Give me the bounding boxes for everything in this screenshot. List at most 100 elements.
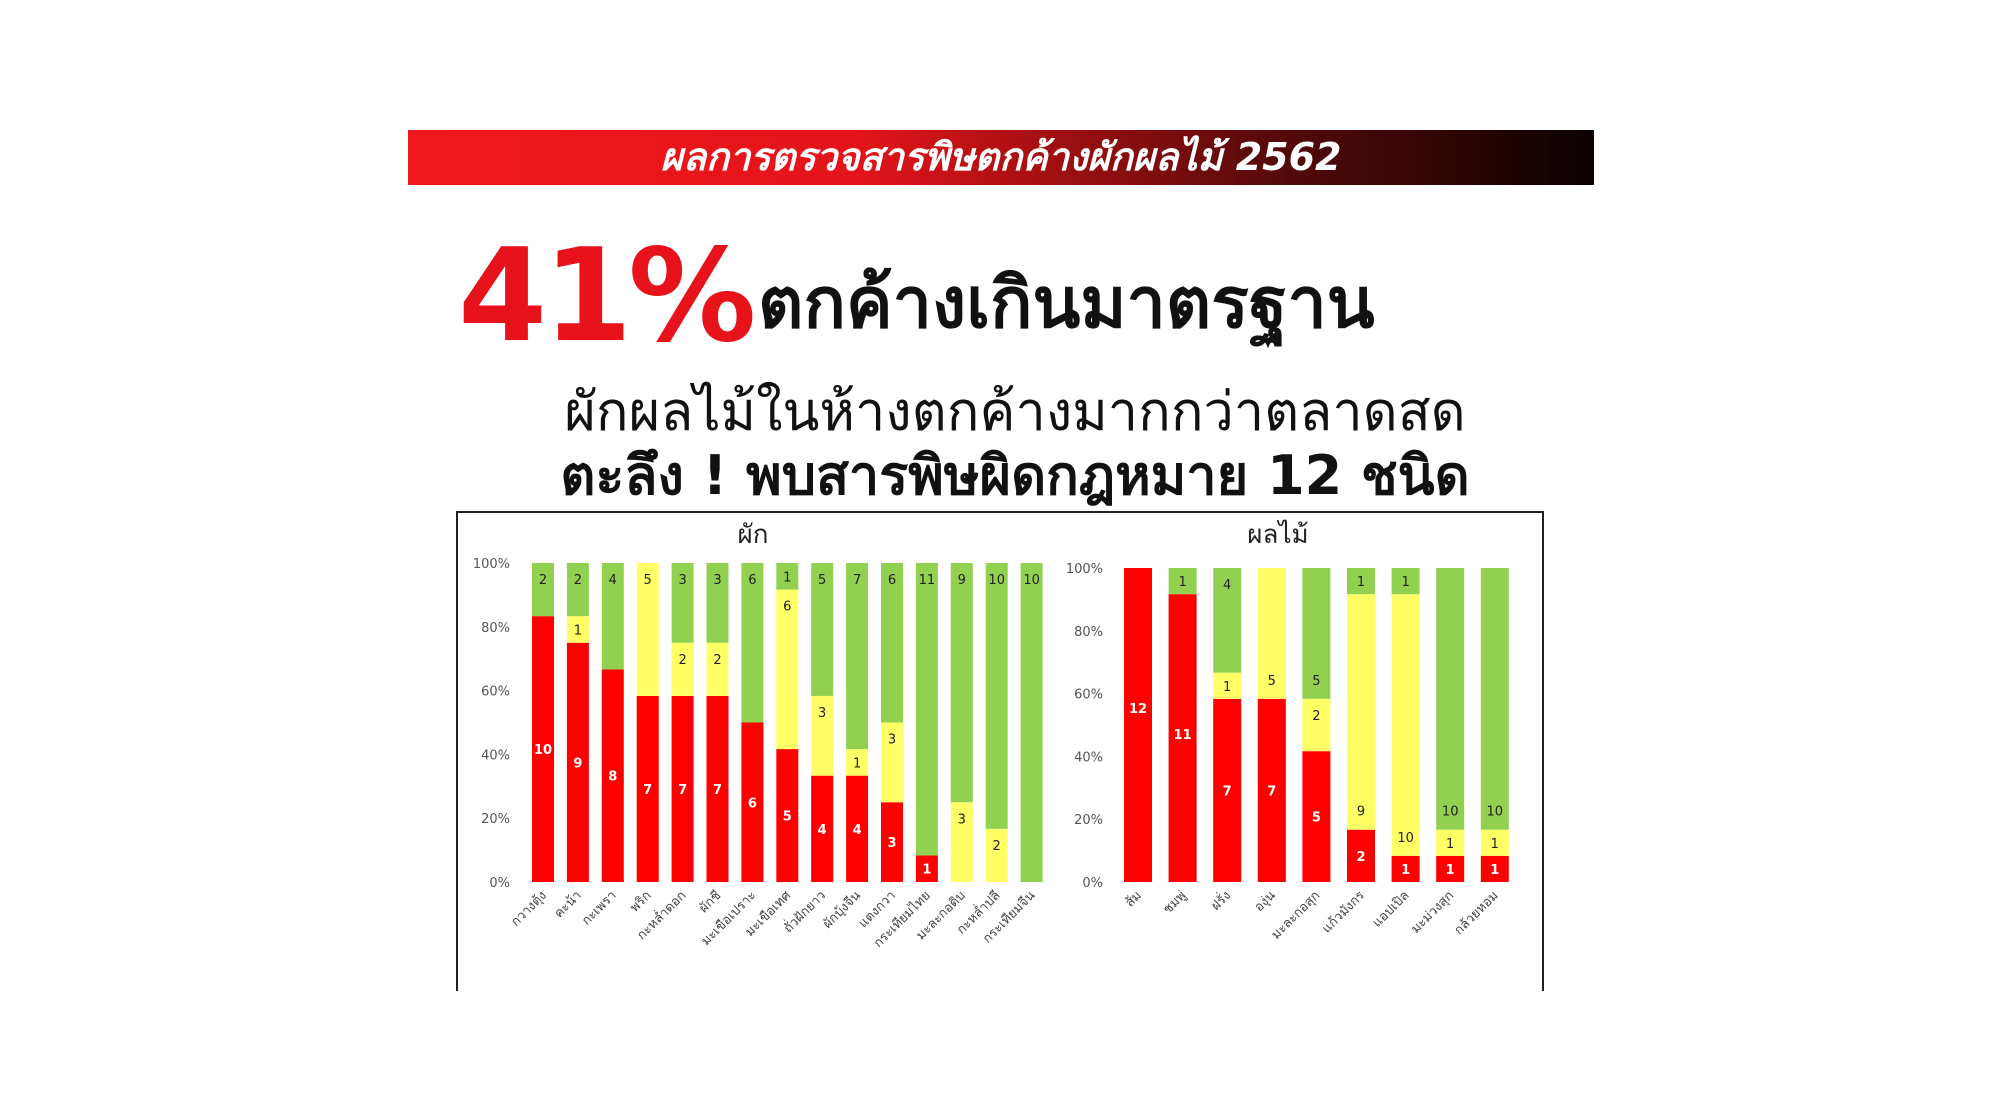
bar-value-label: 10 (1397, 831, 1414, 846)
bar-value-label: 1 (783, 570, 791, 585)
bar-value-label: 3 (678, 573, 686, 588)
bar-value-label: 12 (1129, 702, 1147, 717)
bar-value-label: 3 (958, 812, 966, 827)
bar-value-label: 10 (1023, 573, 1040, 588)
bar-segment-red (671, 695, 694, 882)
bar-segment-red (881, 802, 903, 882)
bar-segment-green (1391, 568, 1420, 595)
y-tick-label: 60% (1074, 688, 1103, 703)
bar-segment-red (1168, 594, 1197, 882)
bar-segment-red (1213, 698, 1242, 882)
bar-value-label: 10 (1442, 805, 1459, 820)
bar-value-label: 2 (574, 573, 582, 588)
bar-segment-yellow (776, 589, 799, 750)
bar-value-label: 9 (1357, 805, 1365, 820)
chart-title: ผัก (738, 520, 769, 550)
y-tick-label: 40% (481, 748, 510, 763)
bar-value-label: 9 (958, 573, 966, 588)
bar-value-label: 3 (818, 706, 826, 721)
bar-segment-green (601, 563, 624, 670)
bar-value-label: 6 (748, 796, 757, 811)
bar-segment-red (846, 775, 869, 882)
bar-segment-yellow (1213, 672, 1242, 699)
bar-value-label: 2 (1312, 709, 1320, 724)
y-tick-label: 20% (1074, 813, 1103, 828)
bar-value-label: 1 (574, 623, 582, 638)
bar-value-label: 9 (573, 756, 582, 771)
bar-segment-green (741, 563, 764, 723)
bar-value-label: 5 (1312, 811, 1321, 826)
category-label: ชมพู่ (1160, 888, 1189, 917)
bar-value-label: 4 (1223, 578, 1231, 593)
y-tick-label: 0% (1082, 876, 1103, 891)
headline: 41% ตกค้างเกินมาตรฐาน (440, 232, 1590, 362)
chart-frame: ผัก 0% 20% 40% 60% 80% 100% 10 2 กวางตุ้ง 9 1 2 คะน้า… (456, 511, 1544, 991)
bar-segment-red (601, 669, 624, 882)
category-label: ฝรั่ง (1207, 887, 1234, 914)
bar-segment-red (1391, 855, 1420, 882)
bar-value-label: 1 (1446, 863, 1455, 878)
bar-segment-yellow (950, 802, 973, 882)
bar-value-label: 7 (1223, 784, 1232, 799)
bar-segment-red (1436, 855, 1465, 882)
y-tick-label: 20% (481, 812, 510, 827)
y-tick-label: 0% (489, 876, 510, 891)
bar-segment-red (915, 855, 938, 882)
bar-segment-green (1302, 568, 1331, 699)
bar-value-label: 5 (818, 573, 826, 588)
bar-segment-green (950, 563, 973, 803)
bar-value-label: 6 (748, 573, 756, 588)
bar-segment-yellow (1480, 829, 1509, 856)
bar-value-label: 7 (853, 573, 861, 588)
headline-text: ตกค้างเกินมาตรฐาน (758, 262, 1375, 344)
y-tick-label: 100% (473, 557, 510, 572)
bar-value-label: 1 (1490, 863, 1499, 878)
bar-value-label: 2 (1356, 850, 1365, 865)
bar-value-label: 2 (539, 573, 547, 588)
subheadline-1: ผักผลไม้ในห้างตกค้างมากกว่าตลาดสด (564, 380, 1466, 443)
bar-segment-green (1480, 568, 1509, 830)
bar-value-label: 6 (888, 573, 896, 588)
y-tick-label: 80% (481, 621, 510, 636)
bar-value-label: 5 (644, 573, 652, 588)
bar-segment-green (915, 563, 938, 856)
bar-value-label: 7 (678, 783, 687, 798)
bar-segment-green (1020, 563, 1043, 882)
subheadline-2: ตะลึง ! พบสารพิษผิดกฎหมาย 12 ชนิด (560, 444, 1470, 507)
bar-segment-yellow (1302, 698, 1331, 752)
category-label: กวางตุ้ง (508, 888, 549, 929)
bar-segment-green (985, 563, 1008, 829)
bar-value-label: 4 (818, 823, 827, 838)
bar-segment-red (776, 749, 799, 882)
bar-segment-red (1480, 855, 1509, 882)
bar-segment-yellow (706, 642, 729, 696)
bar-value-label: 1 (1178, 575, 1186, 590)
bar-segment-green (881, 563, 903, 723)
bar-segment-red (566, 642, 589, 882)
category-label: แก้วมังกร (1320, 888, 1368, 936)
bar-value-label: 4 (853, 823, 862, 838)
bar-value-label: 3 (887, 836, 896, 851)
bar-segment-green (532, 563, 554, 617)
bar-segment-yellow (1257, 568, 1286, 699)
bar-segment-yellow (811, 695, 834, 776)
bar-segment-red (706, 695, 729, 882)
bar-value-label: 8 (608, 770, 617, 785)
bar-value-label: 10 (1487, 805, 1504, 820)
bar-segment-yellow (1347, 594, 1375, 830)
bar-value-label: 7 (1267, 784, 1276, 799)
bar-segment-red (1302, 751, 1331, 882)
bar-segment-red (1124, 568, 1152, 882)
bar-segment-red (811, 775, 834, 882)
bar-value-label: 6 (783, 600, 791, 615)
bar-segment-red (532, 616, 554, 882)
bar-value-label: 7 (713, 783, 722, 798)
bar-value-label: 1 (1401, 863, 1410, 878)
bar-value-label: 1 (1357, 575, 1365, 590)
bar-segment-green (1436, 568, 1465, 830)
bar-value-label: 10 (988, 573, 1005, 588)
bar-value-label: 3 (888, 733, 896, 748)
bar-segment-red (1347, 829, 1375, 882)
bar-segment-green (776, 563, 799, 590)
category-label: กล้วยหอม (1452, 888, 1502, 938)
